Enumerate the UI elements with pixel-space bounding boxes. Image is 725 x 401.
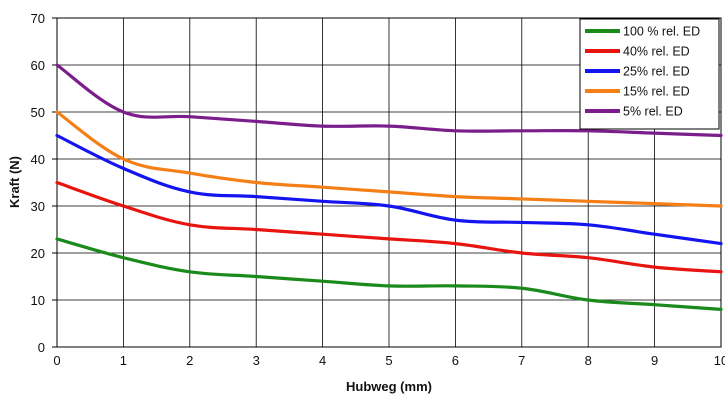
x-tick-label: 6: [452, 353, 459, 368]
legend-label-4: 15% rel. ED: [623, 85, 690, 99]
y-tick-label: 20: [31, 246, 45, 261]
y-tick-label: 60: [31, 58, 45, 73]
x-tick-label: 3: [253, 353, 260, 368]
series-line-2: [55, 180, 723, 274]
legend-label-2: 40% rel. ED: [623, 45, 690, 59]
x-tick-label: 4: [319, 353, 326, 368]
x-tick-label: 7: [518, 353, 525, 368]
y-tick-label: 70: [31, 11, 45, 26]
series-line-3: [55, 133, 723, 246]
y-tick-labels: 0 10 20 30 40 50 60 70: [31, 11, 45, 355]
x-tick-label: 1: [120, 353, 127, 368]
x-tick-label: 10: [714, 353, 725, 368]
legend: 100 % rel. ED 40% rel. ED 25% rel. ED 15% r…: [579, 18, 720, 130]
legend-label-5: 5% rel. ED: [623, 105, 683, 119]
series-line-1: [55, 237, 723, 311]
y-tick-label: 0: [38, 340, 45, 355]
y-axis-title: Kraft (N): [7, 156, 22, 208]
y-tick-label: 40: [31, 152, 45, 167]
series-layer: [55, 63, 723, 311]
series-line-4: [55, 110, 723, 208]
x-tick-labels: 0 1 2 3 4 5 6 7 8 9 10: [53, 353, 725, 368]
legend-items: 100 % rel. ED 40% rel. ED 25% rel. ED 15% r…: [585, 25, 700, 119]
x-tick-label: 5: [385, 353, 392, 368]
x-tick-label: 9: [651, 353, 658, 368]
series-line-5: [55, 63, 723, 138]
x-axis-title: Hubweg (mm): [346, 379, 432, 394]
x-tick-label: 8: [585, 353, 592, 368]
legend-label-3: 25% rel. ED: [623, 65, 690, 79]
x-tick-label: 2: [186, 353, 193, 368]
y-tick-label: 10: [31, 293, 45, 308]
y-tick-label: 50: [31, 105, 45, 120]
legend-label-1: 100 % rel. ED: [623, 25, 700, 39]
x-tick-label: 0: [53, 353, 60, 368]
y-tick-label: 30: [31, 199, 45, 214]
